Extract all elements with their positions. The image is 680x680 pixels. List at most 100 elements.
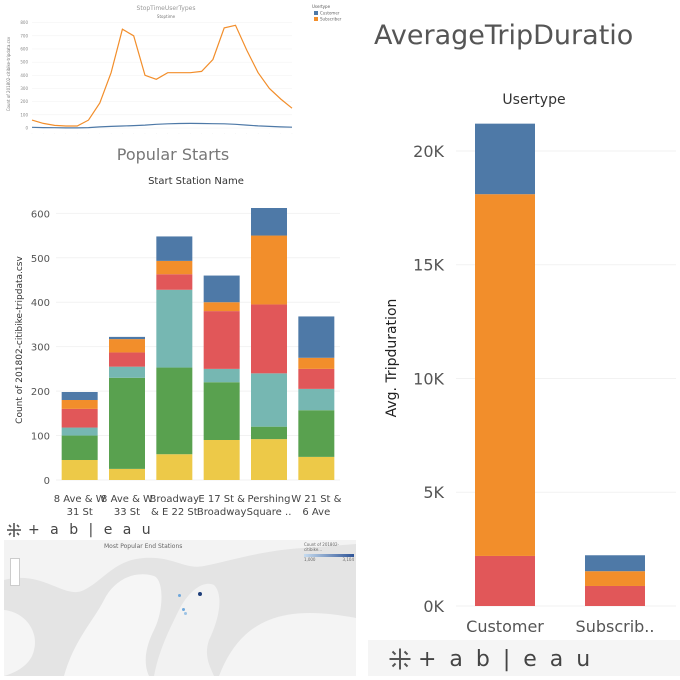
bar-segment — [251, 304, 287, 374]
bar-segment — [203, 382, 240, 440]
avg-trip-title: AverageTripDuratio — [374, 20, 633, 51]
bar-segment — [61, 460, 98, 480]
line-chart-xtick: · — [156, 131, 157, 135]
line-chart-xtick: · — [280, 131, 281, 135]
bar-segment — [61, 427, 98, 436]
avg-trip-ylabel: Avg. Tripduration — [384, 299, 400, 418]
bar-segment — [109, 377, 145, 469]
bar-segment — [298, 456, 335, 480]
bar-segment — [298, 357, 335, 369]
bar-ytick: 200 — [31, 387, 50, 398]
avg-ytick: 5K — [423, 483, 444, 502]
line-chart-subtitle: Stoptime — [157, 14, 176, 19]
avg-trip-header: Usertype — [502, 92, 565, 108]
line-chart-ytick: 800 — [20, 20, 28, 25]
map-station-dot[interactable] — [184, 612, 187, 615]
line-chart-ytick: 500 — [20, 60, 28, 65]
line-chart-ytick: 700 — [20, 33, 28, 38]
tableau-cross-icon — [7, 523, 21, 537]
tableau-wordmark: + a b | e a u — [28, 522, 154, 538]
line-chart-xtick: · — [167, 131, 168, 135]
tableau-logo-right[interactable]: + a b | e a u — [388, 646, 593, 672]
map-station-dot[interactable] — [198, 592, 202, 596]
line-chart-xtick: · — [133, 131, 134, 135]
avg-bar-segment — [475, 194, 535, 556]
stop-time-panel: StopTimeUserTypes Stoptime Count of 201802… — [0, 0, 360, 140]
bar-segment — [203, 368, 240, 383]
map-station-dot[interactable] — [182, 608, 185, 611]
bar-ytick: 0 — [44, 476, 50, 487]
avg-category-label: Customer — [466, 617, 544, 636]
bar-segment — [298, 410, 335, 457]
bar-segment — [251, 235, 287, 305]
bar-segment — [298, 316, 335, 358]
end-stations-map[interactable]: Most Popular End Stations Count of 20180… — [4, 540, 356, 676]
line-chart-xtick: · — [99, 131, 100, 135]
right-footer-bar — [368, 640, 680, 676]
line-chart-xtick: · — [77, 131, 78, 135]
line-chart-ytick: 0 — [25, 126, 28, 131]
bar-segment — [251, 439, 287, 480]
bar-segment — [251, 208, 287, 236]
bar-segment — [109, 366, 145, 378]
avg-bar-segment — [585, 571, 645, 586]
line-chart-xtick: · — [54, 131, 55, 135]
bar-segment — [203, 311, 240, 369]
bar-category-label: Pershing Square .. — [247, 494, 292, 518]
popular-starts-title: Popular Starts — [117, 145, 230, 164]
bar-segment — [156, 236, 193, 261]
line-chart-title: StopTimeUserTypes — [137, 5, 196, 12]
avg-trip-bar-chart: AverageTripDuratio Usertype Avg. Tripdurat… — [374, 20, 676, 636]
tableau-wordmark: + a b | e a u — [418, 646, 594, 672]
popular-starts-header: Start Station Name — [148, 176, 244, 187]
line-chart-xtick: · — [88, 131, 89, 135]
bar-segment — [109, 336, 145, 340]
avg-ytick: 20K — [413, 142, 444, 161]
line-chart-xtick: · — [235, 131, 236, 135]
bar-segment — [156, 274, 193, 290]
bar-segment — [156, 367, 193, 455]
popular-starts-panel: Popular Starts Start Station Name Count of… — [0, 140, 360, 520]
popular-starts-ylabel: Count of 201802-citibike-tripdata.csv — [15, 256, 25, 424]
bar-category-label: E 17 St & Broadway — [197, 494, 247, 518]
bar-category-label: 8 Ave & W 33 St — [101, 494, 153, 518]
line-chart-xtick: · — [258, 131, 259, 135]
bar-segment — [251, 426, 287, 440]
avg-trip-panel: AverageTripDuratio Usertype Avg. Tripdurat… — [360, 0, 680, 640]
popular-starts-bar-chart: Popular Starts Start Station Name Count of… — [15, 145, 342, 518]
map-station-dot[interactable] — [178, 594, 181, 597]
map-legend-max: 3,104 — [342, 557, 354, 562]
map-title: Most Popular End Stations — [104, 543, 183, 550]
line-chart-xtick: · — [292, 131, 293, 135]
bar-segment — [298, 388, 335, 411]
line-legend-title: Usertype — [312, 4, 331, 9]
stop-time-line-chart: StopTimeUserTypes Stoptime Count of 201802… — [6, 4, 342, 135]
avg-bar-segment — [475, 555, 535, 606]
line-chart-xtick: · — [65, 131, 66, 135]
line-series-customer — [31, 122, 293, 129]
bar-segment — [109, 352, 145, 367]
map-legend-min: 1,000 — [304, 557, 316, 562]
line-chart-xtick: · — [32, 131, 33, 135]
tableau-cross-icon — [389, 648, 411, 670]
bar-segment — [156, 289, 193, 368]
bar-category-label: Broadway & E 22 St — [150, 494, 200, 518]
bar-segment — [61, 408, 98, 428]
bar-segment — [203, 440, 240, 480]
line-chart-xtick: · — [190, 131, 191, 135]
bar-segment — [61, 400, 98, 409]
line-chart-xtick: · — [201, 131, 202, 135]
line-legend-label: Subscriber — [320, 17, 342, 22]
line-chart-ylabel: Count of 201802-citibike-tripdata.csv — [6, 36, 11, 111]
line-legend-label: Customer — [320, 11, 340, 16]
line-chart-xtick: · — [212, 131, 213, 135]
line-legend-swatch — [314, 11, 318, 15]
line-series-subscriber — [31, 24, 293, 127]
bar-segment — [203, 302, 240, 312]
bar-segment — [109, 468, 145, 480]
avg-bar-segment — [585, 585, 645, 606]
map-zoom-controls[interactable] — [10, 558, 20, 586]
bar-ytick: 400 — [31, 298, 50, 309]
bar-segment — [203, 275, 240, 303]
tableau-logo-left[interactable]: + a b | e a u — [6, 521, 154, 539]
